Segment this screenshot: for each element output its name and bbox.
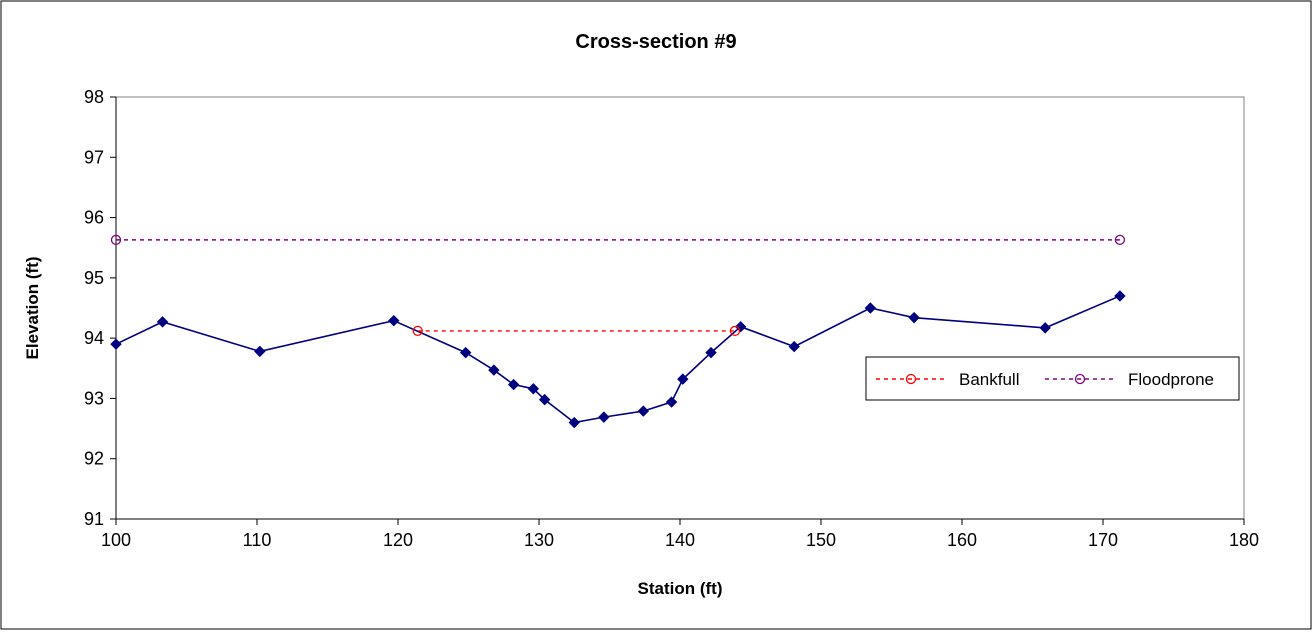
legend-label-floodprone: Floodprone (1128, 370, 1214, 389)
data-point (1114, 234, 1126, 246)
series-floodprone (110, 234, 1126, 246)
x-tick-label: 140 (665, 530, 695, 550)
y-tick-label: 91 (84, 509, 104, 529)
legend-marker-bankfull (905, 373, 917, 385)
x-tick-label: 120 (383, 530, 413, 550)
data-point (1114, 290, 1126, 302)
x-tick-label: 100 (101, 530, 131, 550)
x-tick-label: 110 (243, 530, 272, 550)
data-point (788, 340, 800, 353)
data-point (538, 393, 551, 406)
y-tick-label: 97 (84, 147, 104, 167)
y-tick-label: 95 (84, 268, 104, 288)
data-point (254, 345, 266, 358)
data-point (729, 325, 741, 337)
data-point (412, 325, 423, 337)
x-axis-title: Station (ft) (638, 579, 723, 598)
data-point (156, 316, 169, 328)
axes-layer: 100 110 120 130 140 150 160 170 180 91 92 93 94 95 96 9… (84, 87, 1259, 550)
data-point (665, 396, 678, 408)
series-layer (110, 234, 1126, 429)
plot-area (115, 96, 1245, 520)
y-tick-label: 92 (84, 449, 104, 469)
legend: Bankfull Floodprone (865, 356, 1240, 401)
data-point (734, 320, 747, 333)
data-point (459, 346, 472, 359)
legend-marker-floodprone (1074, 373, 1086, 385)
data-point (388, 314, 400, 327)
x-tick-label: 170 (1088, 530, 1118, 550)
x-tick-label: 180 (1229, 530, 1259, 550)
legend-label-bankfull: Bankfull (959, 370, 1019, 389)
data-point (110, 234, 122, 246)
y-tick-label: 96 (84, 208, 104, 228)
y-axis-title: Elevation (ft) (23, 257, 42, 360)
data-point (568, 416, 580, 429)
y-tick-label: 93 (84, 388, 104, 408)
data-point (705, 346, 717, 359)
x-tick-label: 130 (524, 530, 554, 550)
x-tick-label: 160 (947, 530, 977, 550)
series-bankfull (412, 325, 741, 337)
data-point (1039, 322, 1051, 334)
data-point (864, 302, 877, 314)
data-point (598, 411, 610, 423)
y-tick-label: 98 (84, 87, 104, 107)
legend-box (865, 356, 1240, 401)
y-tick-label: 94 (84, 328, 104, 348)
data-point (488, 364, 500, 376)
chart-title: Cross-section #9 (575, 31, 736, 53)
data-point (507, 378, 520, 391)
data-point (527, 383, 540, 395)
x-tick-label: 150 (806, 530, 836, 550)
data-point (908, 311, 920, 324)
data-point (637, 405, 650, 417)
data-point (110, 338, 122, 350)
data-point (677, 373, 689, 385)
